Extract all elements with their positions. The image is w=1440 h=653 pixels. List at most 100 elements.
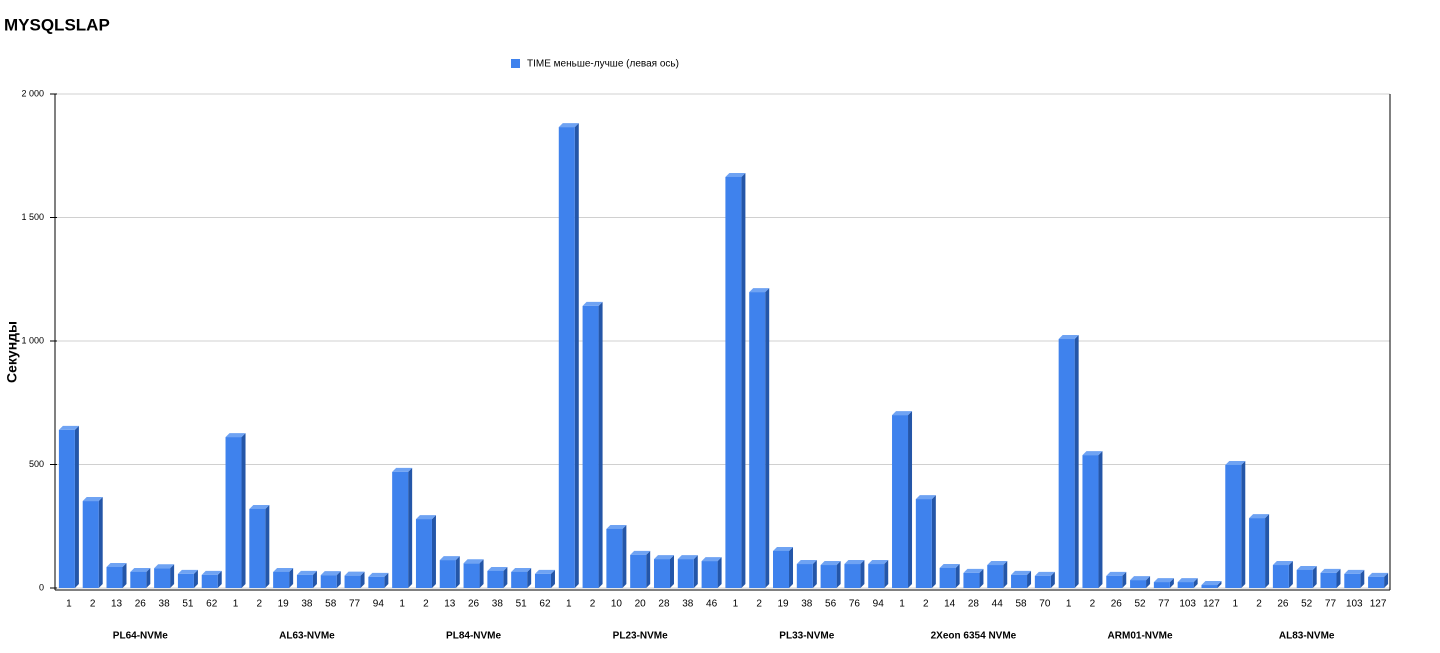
bar-face [550, 569, 555, 588]
bar [439, 556, 460, 588]
bar [582, 301, 603, 588]
bar [1177, 578, 1198, 588]
bar-face [1034, 575, 1051, 588]
x-tick-label: 44 [992, 599, 1004, 610]
bar-face [408, 467, 413, 588]
x-tick-label: 94 [873, 599, 885, 610]
bar-face [82, 501, 99, 588]
x-tick-label: 103 [1179, 599, 1196, 610]
x-tick-label: 1 [233, 599, 239, 610]
x-tick-label: 77 [1158, 599, 1170, 610]
x-tick-label: 56 [825, 599, 837, 610]
bar [368, 572, 389, 588]
bar-face [320, 571, 341, 576]
bar-face [725, 172, 746, 177]
bar-face [225, 433, 246, 438]
x-tick-label: 2 [423, 599, 429, 610]
bar-face [320, 575, 337, 588]
bar-face [693, 555, 698, 588]
bar-face [463, 559, 484, 564]
bar [701, 557, 722, 588]
bar-face [439, 560, 456, 588]
bar-face [1360, 569, 1365, 588]
x-tick-label: 46 [706, 599, 718, 610]
bar-face [749, 292, 766, 588]
bar [415, 515, 436, 588]
bar [773, 546, 794, 588]
bar-face [606, 524, 627, 529]
bar-face [1146, 576, 1151, 588]
x-tick-label: 58 [1015, 599, 1027, 610]
bar [606, 524, 627, 588]
bar-face [241, 433, 246, 588]
bar-face [1011, 574, 1028, 588]
bar [249, 504, 270, 588]
x-tick-label: 1 [899, 599, 905, 610]
bar [1106, 571, 1127, 588]
bar-face [1296, 569, 1313, 588]
x-tick-label: 38 [801, 599, 813, 610]
bar-face [1082, 451, 1103, 456]
bar [939, 563, 960, 588]
bar [1034, 571, 1055, 588]
bar [892, 411, 913, 588]
bar [677, 555, 698, 588]
x-tick-label: 2 [1256, 599, 1262, 610]
bar-face [177, 573, 194, 588]
bar-face [1027, 570, 1032, 588]
bar-face [130, 567, 151, 572]
bar-face [58, 429, 75, 588]
bar [630, 550, 651, 588]
bar-face [439, 556, 460, 561]
bar [344, 571, 365, 588]
bar [201, 570, 222, 588]
bar-face [368, 576, 385, 588]
bar [106, 563, 127, 588]
bar-face [1177, 582, 1194, 588]
bar-face [1058, 335, 1079, 340]
bar-face [574, 123, 579, 589]
bar-face [598, 301, 603, 588]
bar-face [653, 559, 670, 588]
bar-face [701, 561, 718, 588]
bar-face [1082, 455, 1099, 588]
bar-face [773, 546, 794, 551]
bar [511, 567, 532, 588]
bar-face [487, 566, 508, 571]
x-tick-label: 19 [777, 599, 789, 610]
bar-face [106, 563, 127, 568]
x-tick-label: 26 [1111, 599, 1123, 610]
x-tick-label: 127 [1203, 599, 1220, 610]
bar-face [289, 567, 294, 588]
group-label: PL23-NVMe [613, 631, 668, 642]
bar-face [606, 528, 623, 588]
bar-face [344, 571, 365, 576]
bar [725, 172, 746, 588]
legend-label: TIME меньше-лучше (левая ось) [527, 59, 679, 70]
bar-face [217, 570, 222, 588]
x-tick-label: 26 [135, 599, 147, 610]
bar [58, 425, 79, 588]
bar-face [987, 561, 1008, 566]
bar-face [987, 565, 1004, 588]
x-tick-label: 2 [756, 599, 762, 610]
bar-face [154, 568, 171, 588]
bar-face [789, 546, 794, 588]
bar-face [1011, 570, 1032, 575]
bar [1058, 335, 1079, 588]
bar [82, 497, 103, 588]
x-tick-label: 94 [373, 599, 385, 610]
bar-face [630, 550, 651, 555]
bar-face [1034, 571, 1055, 576]
bar-face [955, 563, 960, 588]
bar-face [717, 557, 722, 588]
x-tick-label: 38 [492, 599, 504, 610]
bar-face [463, 563, 480, 588]
bar-face [177, 569, 198, 574]
bar-face [979, 568, 984, 588]
x-tick-label: 70 [1039, 599, 1051, 610]
bar-face [582, 305, 599, 588]
bar-face [344, 575, 361, 588]
bar [1320, 568, 1341, 588]
bar-face [1003, 561, 1008, 588]
